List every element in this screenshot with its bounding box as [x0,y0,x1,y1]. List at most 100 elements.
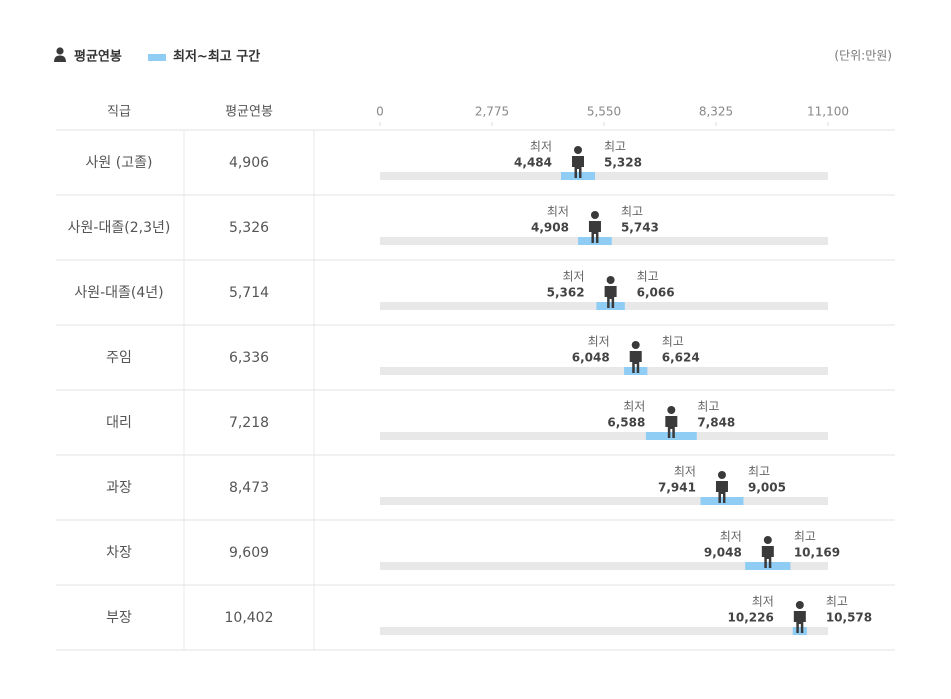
average-marker [629,341,642,373]
unit-label: (단위:만원) [834,49,892,63]
average-marker [715,471,728,503]
column-header: 직급 [107,105,131,120]
max-value: 5,328 [604,156,642,170]
legend-person-icon [56,47,64,55]
person-body [629,351,642,373]
max-label: 최고 [748,465,770,479]
average-value: 7,218 [229,415,269,431]
average-marker [604,276,617,308]
max-value: 5,743 [621,221,659,235]
person-head [631,341,640,349]
min-value: 6,588 [607,416,645,430]
range-bar [792,627,807,635]
min-value: 7,941 [658,481,696,495]
legend-label: 평균연봉 [74,49,122,65]
average-value: 5,326 [229,220,269,236]
max-label: 최고 [637,270,659,284]
average-value: 4,906 [229,155,269,171]
category-label: 차장 [106,545,132,561]
max-label: 최고 [794,530,816,544]
category-label: 대리 [106,415,132,431]
range-bar [624,367,648,375]
average-marker [793,601,806,633]
min-value: 4,484 [514,156,552,170]
min-value: 5,362 [547,286,585,300]
legend: 평균연봉 최저~최고 구간 [54,47,260,65]
max-value: 6,624 [662,351,700,365]
average-value: 9,609 [229,545,269,561]
max-value: 10,169 [794,546,840,560]
track [380,627,828,635]
person-body [793,611,806,633]
min-label: 최저 [588,335,610,349]
person-head [574,146,583,154]
track [380,367,828,375]
min-value: 9,048 [704,546,742,560]
average-value: 6,336 [229,350,269,366]
person-body [715,481,728,503]
max-value: 9,005 [748,481,786,495]
x-tick-label: 5,550 [587,105,621,119]
range-bar [700,497,744,505]
min-label: 최저 [752,595,774,609]
average-value: 8,473 [229,480,269,496]
range-bar [645,432,697,440]
average-marker [665,406,678,438]
min-label: 최저 [720,530,742,544]
max-label: 최고 [621,205,643,219]
person-head [667,406,676,414]
min-value: 4,908 [531,221,569,235]
max-label: 최고 [662,335,684,349]
max-value: 7,848 [697,416,735,430]
legend-label: 최저~최고 구간 [173,49,260,65]
average-marker [588,211,601,243]
max-label: 최고 [604,140,626,154]
x-tick-label: 2,775 [475,105,509,119]
person-head [590,211,599,219]
min-label: 최저 [563,270,585,284]
track [380,562,828,570]
category-label: 부장 [106,610,132,626]
range-bar [596,302,625,310]
min-value: 6,048 [572,351,610,365]
max-label: 최고 [697,400,719,414]
min-value: 10,226 [728,611,774,625]
range-bar [560,172,596,180]
x-tick-label: 8,325 [699,105,733,119]
average-value: 5,714 [229,285,269,301]
person-body [665,416,678,438]
average-marker [761,536,774,568]
person-body [572,156,585,178]
max-value: 10,578 [826,611,872,625]
person-body [588,221,601,243]
category-label: 주임 [106,350,132,366]
range-bar [578,237,612,245]
column-header: 평균연봉 [225,105,273,120]
average-marker [572,146,585,178]
category-label: 과장 [106,480,132,496]
category-label: 사원 (고졸) [86,155,153,171]
average-value: 10,402 [225,610,274,626]
track [380,432,828,440]
person-head [606,276,615,284]
person-head [717,471,726,479]
x-tick-label: 0 [376,105,384,119]
legend-swatch [148,54,166,61]
person-body [604,286,617,308]
category-label: 사원-대졸(2,3년) [68,220,171,236]
track [380,497,828,505]
max-value: 6,066 [637,286,675,300]
person-head [795,601,804,609]
range-bar [745,562,791,570]
track [380,172,828,180]
min-label: 최저 [674,465,696,479]
x-tick-label: 11,100 [807,105,849,119]
min-label: 최저 [623,400,645,414]
min-label: 최저 [547,205,569,219]
legend-person-icon [54,55,66,62]
min-label: 최저 [530,140,552,154]
person-head [763,536,772,544]
person-body [761,546,774,568]
max-label: 최고 [826,595,848,609]
